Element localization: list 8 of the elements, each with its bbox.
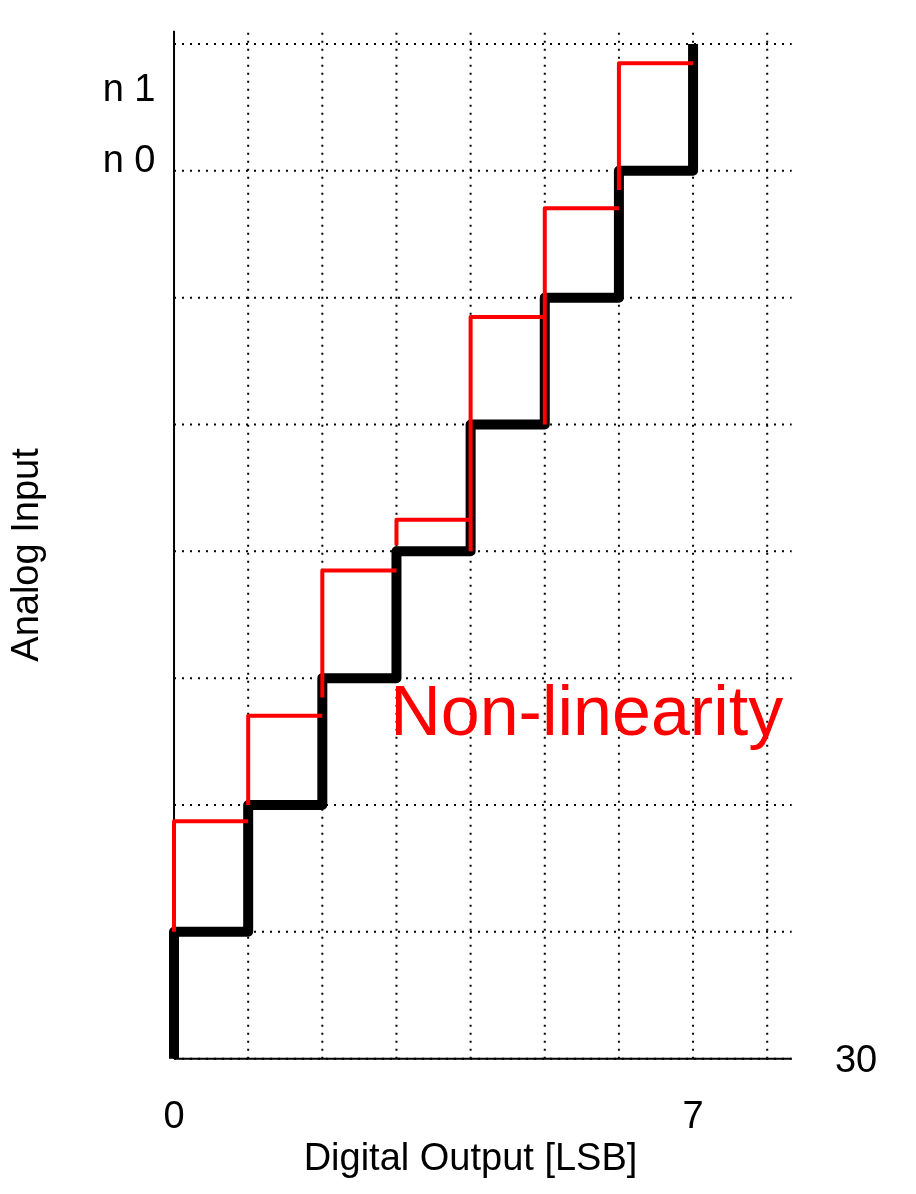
text: n 0 xyxy=(102,138,156,181)
annotation: Non-linearity xyxy=(390,672,784,751)
x-tick-label: 7 xyxy=(682,1093,704,1136)
x-axis-title: Digital Output [LSB] xyxy=(303,1135,638,1178)
text: n 1 xyxy=(102,67,156,110)
x-tick-label: 0 xyxy=(163,1093,185,1136)
y-axis-title: Analog Input xyxy=(3,447,46,662)
text: 30 xyxy=(834,1038,878,1081)
